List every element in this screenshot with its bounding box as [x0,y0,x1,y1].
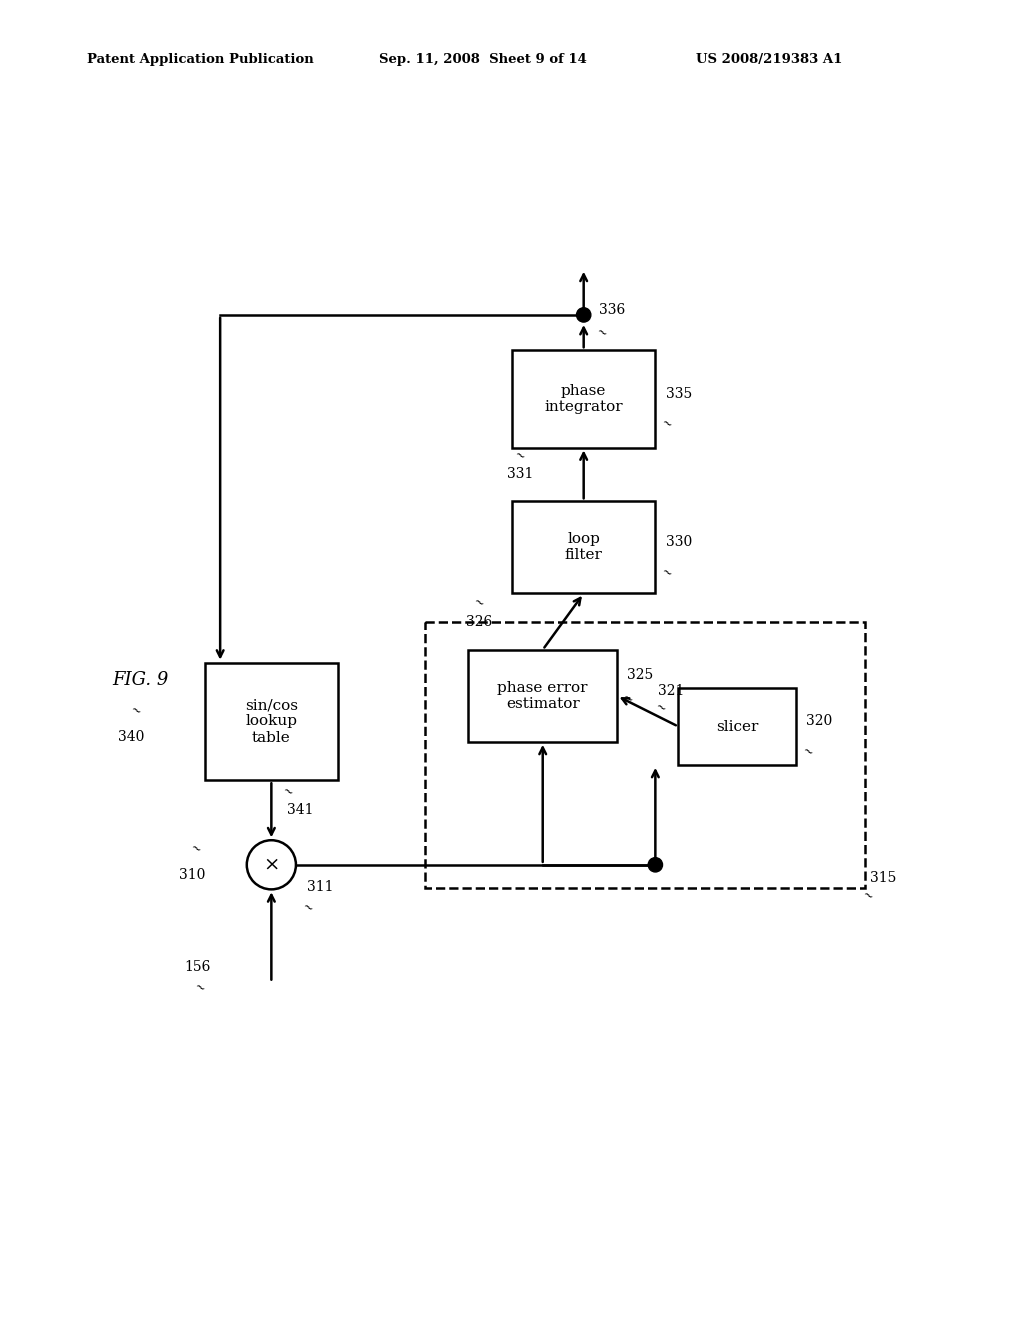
Text: ∼: ∼ [280,784,295,800]
Text: loop
filter: loop filter [565,532,602,562]
Text: ∼: ∼ [128,704,143,719]
Text: ∼: ∼ [860,888,876,904]
Text: phase
integrator: phase integrator [545,384,623,414]
Text: phase error
estimator: phase error estimator [498,681,588,711]
Text: ∼: ∼ [621,690,636,708]
Text: 341: 341 [287,804,313,817]
Text: Sep. 11, 2008  Sheet 9 of 14: Sep. 11, 2008 Sheet 9 of 14 [379,53,587,66]
Text: 310: 310 [179,869,206,882]
Text: 156: 156 [184,960,211,974]
Text: ∼: ∼ [658,565,674,581]
Bar [425,622,865,888]
Text: ×: × [263,855,280,874]
Text: 325: 325 [627,668,653,682]
Text: 330: 330 [666,535,692,549]
Text: ∼: ∼ [471,595,486,611]
Text: sin/cos
lookup
table: sin/cos lookup table [245,698,298,744]
Text: ∼: ∼ [799,744,815,760]
Text: 331: 331 [507,467,534,482]
Text: 321: 321 [657,684,684,698]
Circle shape [648,858,663,873]
Text: 311: 311 [307,880,334,895]
Text: 315: 315 [870,871,897,886]
Text: 340: 340 [118,730,144,743]
Bar [512,502,655,594]
Bar [469,649,616,742]
Text: FIG. 9: FIG. 9 [113,672,169,689]
Text: 335: 335 [666,387,692,401]
Text: 326: 326 [466,615,493,628]
Text: ∼: ∼ [653,700,669,717]
Bar [205,663,338,780]
Text: ∼: ∼ [658,416,674,433]
Text: slicer: slicer [716,719,759,734]
Bar [678,688,797,766]
Circle shape [247,841,296,890]
Text: ∼: ∼ [300,899,315,916]
Text: ∼: ∼ [187,841,203,858]
Text: US 2008/219383 A1: US 2008/219383 A1 [696,53,843,66]
Text: Patent Application Publication: Patent Application Publication [87,53,313,66]
Text: ∼: ∼ [191,979,207,995]
Bar [512,350,655,447]
Text: ∼: ∼ [512,447,527,465]
Text: 336: 336 [599,302,626,317]
Text: 320: 320 [807,714,833,729]
Text: ∼: ∼ [594,325,609,342]
Circle shape [577,308,591,322]
